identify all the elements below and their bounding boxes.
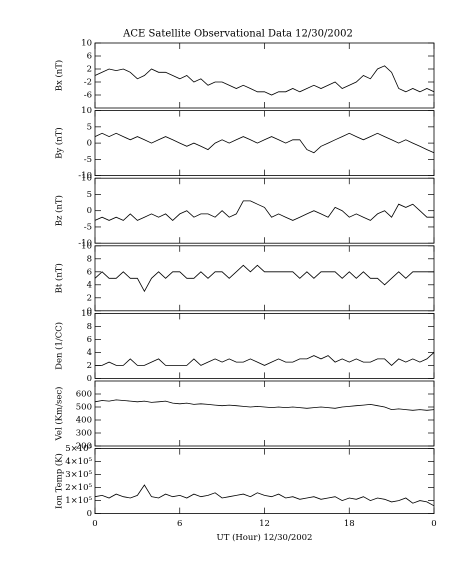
- y-tick-label: 2×10⁵: [65, 483, 92, 493]
- y-tick-label: 10: [81, 241, 92, 251]
- x-tick-label: 18: [344, 519, 355, 529]
- x-tick-label: 0: [431, 519, 436, 529]
- panel-frame: [94, 448, 435, 515]
- y-axis-label: Vel (Km/sec): [54, 387, 65, 442]
- y-tick-label: 500: [76, 403, 92, 413]
- panel-frame: [94, 312, 435, 379]
- y-tick-label: 5: [87, 122, 92, 132]
- y-tick-label: 300: [76, 429, 92, 439]
- x-tick-label: 12: [259, 519, 270, 529]
- y-tick-label: 5: [87, 190, 92, 200]
- y-tick-label: 400: [76, 416, 92, 426]
- data-line: [95, 352, 435, 366]
- data-line: [94, 200, 434, 221]
- y-tick-label: 8: [87, 322, 92, 332]
- y-tick-label: 4: [87, 280, 92, 290]
- data-line: [94, 132, 435, 154]
- y-tick-label: 6: [87, 52, 92, 62]
- x-tick-label: 6: [177, 519, 182, 529]
- y-axis-label: Bz (nT): [54, 195, 65, 226]
- y-axis-label: Den (1/CC): [54, 322, 65, 370]
- data-line: [94, 65, 435, 96]
- x-axis-label: UT (Hour) 12/30/2002: [217, 532, 313, 543]
- y-tick-label: 10: [81, 309, 92, 319]
- y-axis-label: Ion Temp (K): [54, 453, 65, 509]
- y-tick-label: -5: [84, 222, 92, 232]
- panel-frame: [94, 380, 435, 447]
- y-tick-label: -6: [84, 91, 92, 101]
- y-tick-label: 3×10⁵: [65, 470, 92, 480]
- data-line: [94, 484, 435, 507]
- y-tick-label: -10: [78, 171, 92, 181]
- y-tick-label: 600: [76, 390, 92, 400]
- y-tick-label: 0: [87, 306, 92, 316]
- y-tick-label: 10: [81, 39, 92, 49]
- y-tick-label: 0: [87, 509, 92, 519]
- panel-frame: [94, 245, 435, 312]
- y-tick-label: 10: [81, 106, 92, 116]
- data-line: [94, 399, 435, 411]
- y-tick-label: 4×10⁵: [65, 457, 92, 467]
- chart-title: ACE Satellite Observational Data 12/30/2…: [122, 29, 353, 40]
- panel-frame: [94, 177, 435, 244]
- y-tick-label: -2: [84, 78, 92, 88]
- y-tick-label: 4: [87, 348, 92, 358]
- y-tick-label: 6: [87, 267, 92, 277]
- y-tick-label: 0: [87, 374, 92, 384]
- y-tick-label: 2: [87, 293, 92, 303]
- y-tick-label: 8: [87, 254, 92, 264]
- x-tick-label: 0: [92, 519, 97, 529]
- y-axis-label: By (nT): [54, 127, 65, 159]
- y-tick-label: 0: [87, 139, 92, 149]
- y-tick-label: -5: [84, 155, 92, 165]
- y-axis-label: Bx (nT): [54, 60, 65, 92]
- y-tick-label: 2: [87, 361, 92, 371]
- y-tick-label: -10: [78, 239, 92, 249]
- y-axis-label: Bt (nT): [54, 263, 65, 293]
- data-line: [94, 264, 434, 293]
- panel-frame: [94, 110, 435, 176]
- y-tick-label: 0: [87, 206, 92, 216]
- y-tick-label: 1×10⁵: [65, 496, 92, 506]
- y-tick-label: 200: [76, 442, 92, 452]
- panel-frame: [94, 42, 435, 109]
- y-tick-label: 5×10⁵: [65, 444, 92, 454]
- y-tick-label: 10: [81, 174, 92, 184]
- y-tick-label: 6: [87, 335, 92, 345]
- y-tick-label: 2: [87, 65, 92, 75]
